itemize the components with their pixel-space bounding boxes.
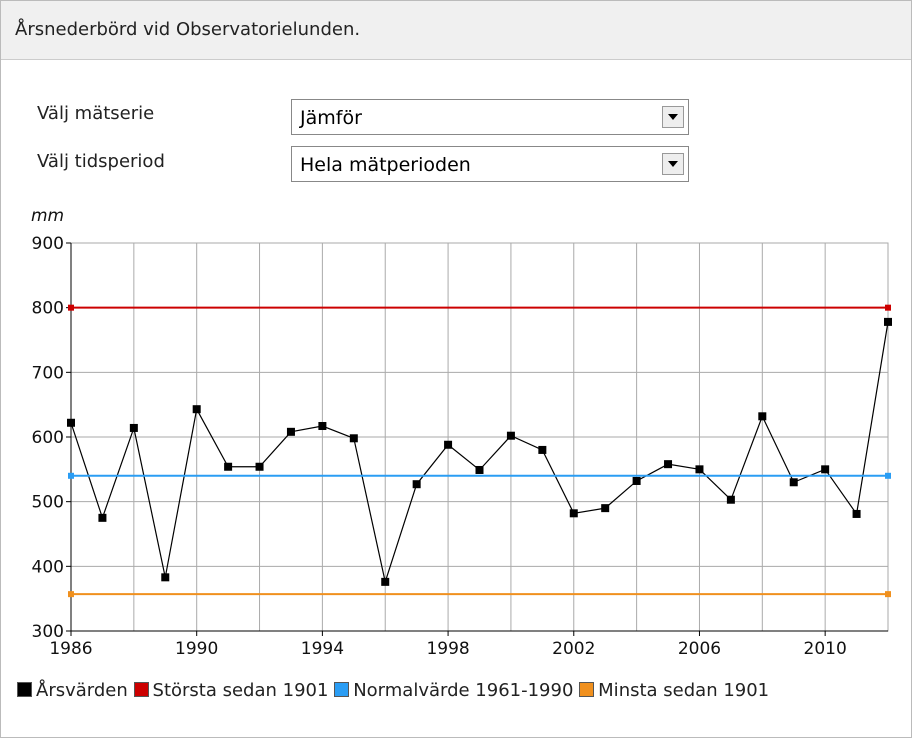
data-point xyxy=(538,445,547,454)
control-label: Välj mätserie xyxy=(37,103,155,124)
legend-item: Största sedan 1901 xyxy=(133,680,329,701)
legend-swatch xyxy=(17,682,32,697)
data-point xyxy=(192,405,201,414)
y-tick-label: 700 xyxy=(32,363,64,383)
data-point xyxy=(758,412,767,421)
y-tick-label: 300 xyxy=(32,622,64,642)
y-tick-label: 800 xyxy=(32,299,64,319)
data-point xyxy=(349,434,358,443)
header-title: Årsnederbörd vid Observatorielunden. xyxy=(1,1,911,60)
data-point xyxy=(852,509,861,518)
data-point xyxy=(821,465,830,474)
data-point xyxy=(412,480,421,489)
legend-swatch xyxy=(579,682,595,697)
y-tick-label: 600 xyxy=(32,428,64,448)
data-point xyxy=(255,462,264,471)
x-tick-label: 1998 xyxy=(426,639,469,659)
data-point xyxy=(318,422,327,431)
dropdown-arrow[interactable] xyxy=(662,153,684,175)
dropdown[interactable]: Hela mätperioden xyxy=(291,146,689,182)
legend-label: Största sedan 1901 xyxy=(152,680,329,701)
data-point xyxy=(569,509,578,518)
data-point xyxy=(726,495,735,504)
reference-end xyxy=(885,472,891,479)
data-point xyxy=(664,460,673,469)
data-point xyxy=(444,440,453,449)
legend-item: Normalvärde 1961-1990 xyxy=(334,680,573,701)
dropdown-arrow[interactable] xyxy=(662,106,684,128)
data-point xyxy=(789,478,798,487)
dropdown-value: Hela mätperioden xyxy=(300,154,471,176)
legend-item: Minsta sedan 1901 xyxy=(579,680,769,701)
data-point xyxy=(381,577,390,586)
dropdown[interactable]: Jämför xyxy=(291,99,689,135)
reference-end xyxy=(68,472,74,479)
legend-label: Årsvärden xyxy=(36,680,128,701)
x-tick-label: 2010 xyxy=(804,639,847,659)
legend-label: Minsta sedan 1901 xyxy=(598,680,770,701)
legend-swatch xyxy=(334,682,350,697)
x-tick-label: 2006 xyxy=(678,639,721,659)
legend-label: Normalvärde 1961-1990 xyxy=(353,680,574,701)
data-point xyxy=(286,427,295,436)
data-point xyxy=(601,504,610,513)
data-point xyxy=(224,462,233,471)
data-point xyxy=(129,423,138,432)
legend-swatch xyxy=(133,682,149,697)
reference-end xyxy=(885,304,891,311)
y-tick-label: 500 xyxy=(32,493,64,513)
x-tick-label: 1994 xyxy=(301,639,344,659)
legend-item: Årsvärden xyxy=(17,680,128,701)
data-point xyxy=(632,476,641,485)
data-point xyxy=(475,465,484,474)
legend: Årsvärden Största sedan 1901 Normalvärde… xyxy=(17,681,887,701)
reference-end xyxy=(68,304,74,311)
data-point xyxy=(161,573,170,582)
y-tick-label: 400 xyxy=(32,557,64,577)
y-axis-label: mm xyxy=(31,206,64,226)
control-label: Välj tidsperiod xyxy=(37,151,165,172)
data-point xyxy=(695,465,704,474)
data-point xyxy=(884,317,892,326)
x-tick-label: 1990 xyxy=(175,639,218,659)
reference-end xyxy=(68,591,74,598)
dropdown-value: Jämför xyxy=(300,107,362,129)
x-tick-label: 1986 xyxy=(49,639,92,659)
chart: mm 300 400 500 600 700 800 900 1986 1990 1994 1998… xyxy=(31,206,892,659)
data-point xyxy=(67,418,75,427)
y-tick-label: 900 xyxy=(32,234,64,254)
data-point xyxy=(98,513,107,522)
x-tick-label: 2002 xyxy=(552,639,595,659)
reference-end xyxy=(885,591,891,598)
data-point xyxy=(506,431,515,440)
